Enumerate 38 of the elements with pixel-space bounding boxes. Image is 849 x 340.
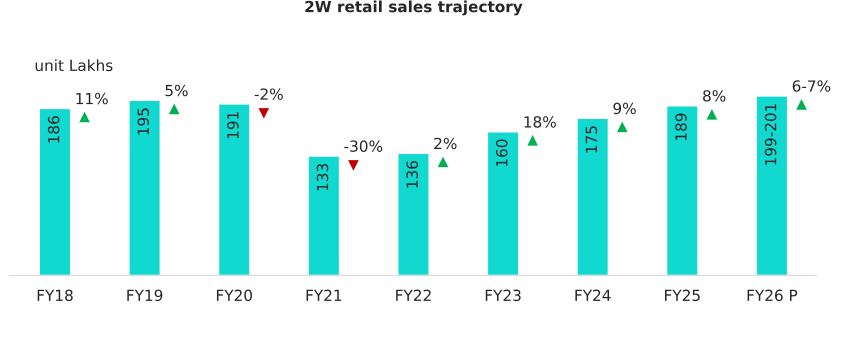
- data-label: 136: [406, 161, 418, 188]
- data-label: 199-201: [764, 104, 776, 165]
- data-label: 191: [227, 112, 239, 138]
- x-tick-label: FY20: [216, 290, 252, 302]
- annotation: 18%: [524, 116, 556, 128]
- x-tick-label: FY26 P: [748, 290, 798, 302]
- x-tick-label: FY25: [665, 290, 700, 302]
- bar: [128, 100, 161, 276]
- bar: [486, 131, 520, 276]
- annotation: -30%: [344, 140, 382, 152]
- bar: [307, 155, 340, 276]
- x-tick-label: FY18: [38, 290, 73, 302]
- bar: [397, 152, 430, 276]
- annotation: 5%: [166, 84, 188, 96]
- x-tick-label: FY22: [396, 290, 431, 301]
- data-label: 160: [496, 140, 508, 166]
- data-label: 195: [137, 108, 150, 135]
- bar: [756, 95, 788, 276]
- x-tick-label: FY24: [575, 290, 611, 301]
- annotation: 2%: [434, 138, 457, 150]
- x-tick-label: FY23: [486, 290, 521, 302]
- annotation: 11%: [76, 92, 108, 104]
- data-label: 186: [48, 116, 60, 143]
- bar: [666, 105, 699, 276]
- annotation: 9%: [613, 102, 636, 114]
- bar: [38, 108, 72, 276]
- annotation: 6-7%: [792, 80, 830, 92]
- x-tick-label: FY21: [306, 290, 342, 301]
- x-tick-label: FY19: [127, 290, 162, 302]
- bar: [576, 118, 610, 276]
- bar: [218, 103, 251, 276]
- text: unit Lakhs: [36, 59, 112, 72]
- chart-title: 2W retail sales trajectory: [305, 0, 522, 16]
- annotation: -2%: [254, 88, 283, 100]
- data-label: 133: [316, 164, 328, 190]
- data-label: 189: [675, 114, 687, 140]
- annotation: 8%: [703, 90, 726, 102]
- data-label: 175: [586, 126, 598, 153]
